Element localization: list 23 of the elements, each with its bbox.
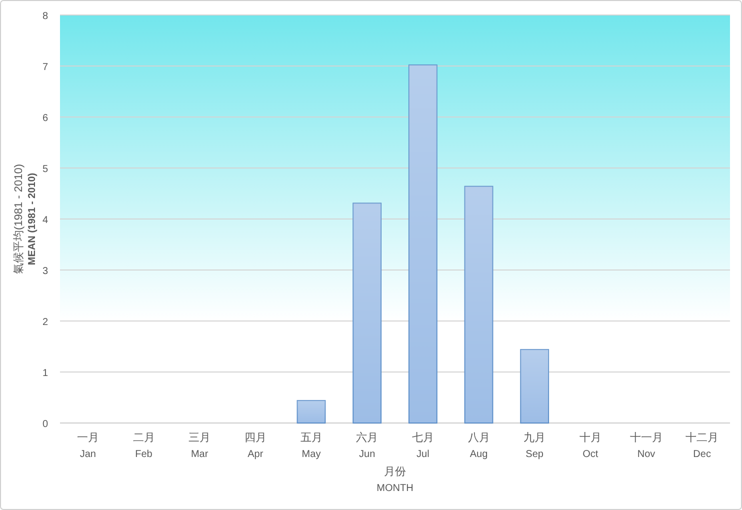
x-tick-label: 十月 Oct [579,431,602,460]
y-tick-label: 7 [42,62,48,73]
x-tick-label: 十二月 Dec [686,431,719,460]
x-tick-label: 七月 Jul [412,431,434,460]
y-tick-label: 5 [42,164,48,175]
y-tick-label: 8 [42,11,48,22]
y-tick-label: 3 [42,266,48,277]
y-tick-label: 1 [42,368,48,379]
x-tick-label: 六月 Jun [356,431,378,460]
x-tick-label: 八月 Aug [468,432,490,460]
x-tick-label: 四月 Apr [244,432,266,460]
y-tick-label: 4 [42,215,48,226]
y-tick-label: 2 [42,317,48,328]
x-tick-label: 五月 May [300,432,322,460]
y-tick-label: 6 [42,113,48,124]
x-tick-label: 三月 Mar [188,432,211,460]
y-tick-label: 0 [42,419,48,430]
x-tick-label: 十一月 Nov [630,431,663,460]
x-tick-label: 二月 Feb [132,432,155,460]
x-tick-label: 一月 Jan [76,432,99,460]
x-axis-title: 月份 MONTH [376,466,414,494]
x-tick-label: 九月 Sep [524,431,546,460]
y-axis-title: 氣候平均(1981 - 2010) MEAN (1981 - 2010) [13,164,38,274]
